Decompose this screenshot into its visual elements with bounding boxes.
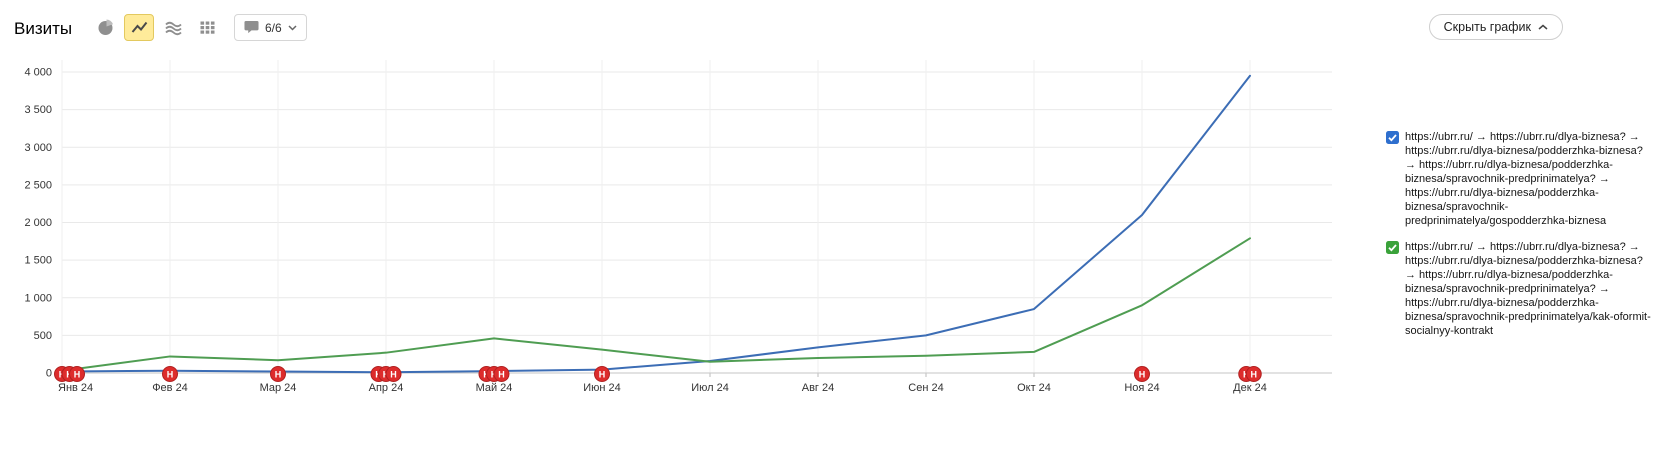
- x-tick-label: Апр 24: [369, 382, 404, 394]
- annotation-letter: Н: [390, 369, 397, 379]
- annotation-marker[interactable]: [594, 366, 610, 382]
- annotation-marker[interactable]: [69, 366, 85, 382]
- x-tick-label: Окт 24: [1017, 382, 1051, 394]
- chevron-down-icon: [288, 24, 297, 31]
- series-checkbox-checked-icon[interactable]: [1386, 131, 1399, 144]
- annotation-letter: Н: [498, 369, 505, 379]
- pie-chart-type-button[interactable]: [90, 14, 120, 41]
- annotation-letter: Н: [1251, 369, 1258, 379]
- x-tick-label: Дек 24: [1233, 382, 1267, 394]
- y-tick-label: 2 500: [24, 179, 52, 191]
- annotations-counter-label: 6/6: [265, 20, 282, 35]
- x-tick-label: Мар 24: [260, 382, 297, 394]
- annotation-letter: Н: [1139, 369, 1146, 379]
- legend-label: https://ubrr.ru/ → https://ubrr.ru/dlya-…: [1405, 240, 1651, 338]
- x-tick-label: Янв 24: [58, 382, 93, 394]
- line-chart-type-button[interactable]: [124, 14, 154, 41]
- series-checkbox-checked-icon[interactable]: [1386, 240, 1399, 254]
- y-tick-label: 0: [46, 368, 52, 380]
- annotation-letter: Н: [74, 369, 81, 379]
- x-tick-label: Ноя 24: [1124, 382, 1159, 394]
- y-tick-label: 3 000: [24, 142, 52, 154]
- series-line[interactable]: [61, 237, 1251, 372]
- y-tick-label: 4 000: [24, 67, 52, 79]
- y-tick-label: 1 500: [24, 255, 52, 267]
- x-tick-label: Сен 24: [908, 382, 943, 394]
- annotation-marker[interactable]: [1245, 366, 1262, 382]
- line-chart-icon: [131, 21, 147, 33]
- columns-grid-icon: [200, 21, 214, 34]
- annotations-counter-dropdown[interactable]: 6/6: [234, 14, 307, 41]
- stacked-areas-chart-type-button[interactable]: [158, 14, 188, 41]
- legend-item[interactable]: https://ubrr.ru/ → https://ubrr.ru/dlya-…: [1386, 240, 1654, 339]
- x-tick-label: Июн 24: [583, 382, 621, 394]
- y-tick-label: 500: [34, 330, 52, 342]
- hide-chart-label: Скрыть график: [1443, 20, 1531, 34]
- annotation-marker[interactable]: [1134, 366, 1150, 382]
- annotation-marker[interactable]: [493, 366, 510, 382]
- chart-legend: https://ubrr.ru/ → https://ubrr.ru/dlya-…: [1386, 130, 1654, 338]
- x-tick-label: Авг 24: [802, 382, 834, 394]
- x-tick-label: Июл 24: [691, 382, 729, 394]
- annotation-letter: Н: [275, 369, 282, 379]
- annotation-letter: Н: [167, 369, 174, 379]
- chevron-up-icon: [1538, 24, 1548, 30]
- legend-label: https://ubrr.ru/ → https://ubrr.ru/dlya-…: [1405, 131, 1643, 228]
- hide-chart-button[interactable]: Скрыть график: [1428, 14, 1563, 40]
- x-tick-label: Май 24: [476, 382, 513, 394]
- legend-item[interactable]: https://ubrr.ru/ → https://ubrr.ru/dlya-…: [1386, 130, 1654, 229]
- annotation-marker[interactable]: [385, 366, 402, 382]
- annotation-marker[interactable]: [270, 366, 286, 382]
- y-tick-label: 3 500: [24, 104, 52, 116]
- annotation-marker[interactable]: [162, 366, 178, 382]
- x-tick-label: Фев 24: [152, 382, 188, 394]
- stacked-areas-icon: [164, 21, 182, 36]
- pie-chart-icon: [98, 19, 113, 35]
- chart-type-toolbar: 6/6: [90, 14, 307, 41]
- comment-bubble-icon: [244, 20, 259, 34]
- series-line[interactable]: [61, 74, 1251, 374]
- page-title: Визиты: [14, 19, 73, 38]
- y-tick-label: 2 000: [24, 217, 52, 229]
- visits-line-chart[interactable]: 0 500 1 000 1 500 2 000 2 500 3 000 3 500 4 000 Я…: [0, 48, 1340, 452]
- annotation-letter: Н: [599, 369, 606, 379]
- y-tick-label: 1 000: [24, 292, 52, 304]
- columns-chart-type-button[interactable]: [192, 14, 222, 41]
